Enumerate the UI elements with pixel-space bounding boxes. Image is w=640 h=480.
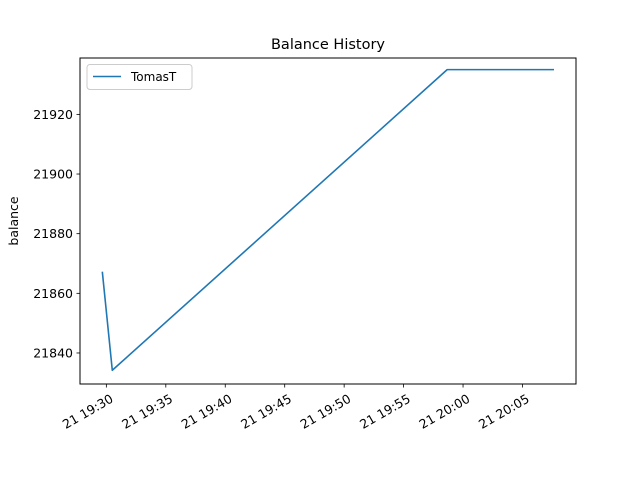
plot-spines bbox=[79, 57, 577, 385]
series-line-tomast bbox=[101, 68, 555, 372]
plot-area bbox=[80, 58, 576, 384]
axes-frame bbox=[79, 57, 577, 385]
y-axis-ticks: 21840 21860 21880 21900 21920 bbox=[33, 107, 80, 360]
y-tick-label: 21860 bbox=[33, 286, 73, 301]
chart-title: Balance History bbox=[271, 37, 385, 53]
y-tick-label: 21880 bbox=[33, 226, 73, 241]
legend-box bbox=[86, 64, 193, 90]
legend: TomasT bbox=[86, 64, 193, 90]
series-lines bbox=[101, 68, 555, 372]
y-tick-label: 21900 bbox=[33, 167, 73, 182]
legend-label-tomast: TomasT bbox=[130, 70, 177, 84]
y-axis-label: balance bbox=[6, 196, 21, 246]
y-tick-label: 21840 bbox=[33, 345, 73, 360]
y-tick-label: 21920 bbox=[33, 107, 73, 122]
